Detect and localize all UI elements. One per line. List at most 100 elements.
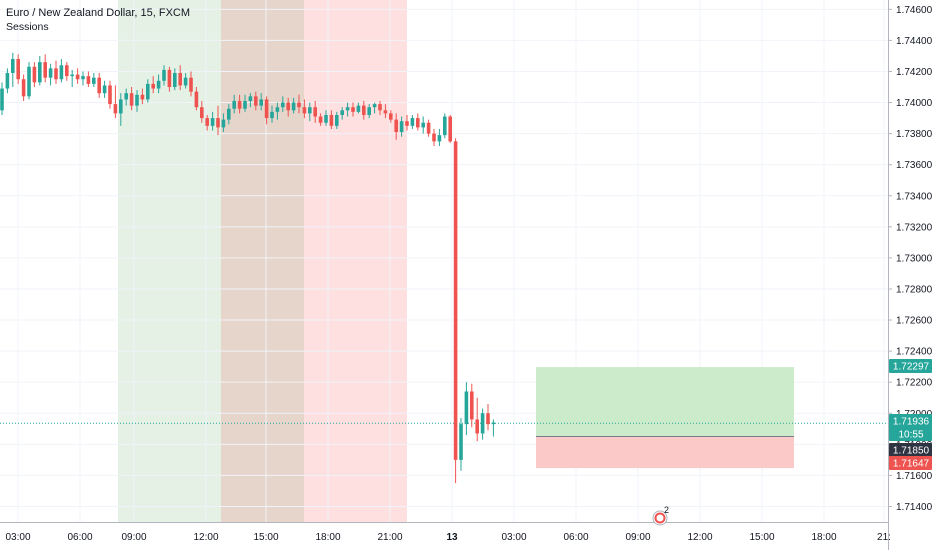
- candle-body[interactable]: [232, 100, 236, 109]
- candle-body[interactable]: [356, 105, 361, 112]
- candle-body[interactable]: [210, 118, 215, 126]
- candle-body[interactable]: [65, 65, 69, 77]
- candle-body[interactable]: [410, 118, 415, 126]
- candle-body[interactable]: [173, 73, 177, 87]
- candle-body[interactable]: [75, 74, 80, 80]
- candle-body[interactable]: [0, 88, 4, 111]
- candle-body[interactable]: [124, 93, 128, 100]
- candle-body[interactable]: [129, 93, 134, 106]
- candle-body[interactable]: [146, 83, 150, 100]
- candle-body[interactable]: [227, 108, 231, 120]
- candle-body[interactable]: [367, 107, 371, 115]
- candle-body[interactable]: [59, 65, 64, 80]
- candle-body[interactable]: [221, 119, 226, 128]
- candle-body[interactable]: [448, 116, 452, 142]
- candle-body[interactable]: [119, 99, 123, 114]
- candle-body[interactable]: [324, 114, 328, 123]
- candle-body[interactable]: [432, 133, 436, 142]
- candle-body[interactable]: [335, 114, 339, 126]
- candle-body[interactable]: [70, 74, 74, 77]
- candle-body[interactable]: [416, 118, 420, 128]
- candle-body[interactable]: [281, 102, 285, 108]
- candle-body[interactable]: [340, 110, 344, 115]
- candle-body[interactable]: [372, 104, 377, 108]
- price-tag[interactable]: [889, 456, 932, 470]
- candle-body[interactable]: [491, 422, 496, 425]
- candle-body[interactable]: [254, 96, 258, 106]
- candle-body[interactable]: [200, 107, 204, 119]
- candle-body[interactable]: [43, 62, 47, 78]
- candle-body[interactable]: [437, 135, 442, 142]
- sessions-indicator-label[interactable]: Sessions: [6, 21, 49, 33]
- candle-body[interactable]: [389, 113, 393, 120]
- candle-body[interactable]: [48, 68, 53, 78]
- candle-body[interactable]: [32, 66, 37, 83]
- candle-body[interactable]: [113, 104, 118, 114]
- candle-body[interactable]: [313, 107, 317, 117]
- candle-body[interactable]: [156, 80, 161, 89]
- candle-body[interactable]: [302, 107, 307, 114]
- candle-body[interactable]: [459, 424, 463, 460]
- candle-body[interactable]: [183, 77, 188, 86]
- candle-body[interactable]: [216, 118, 220, 128]
- candle-body[interactable]: [167, 69, 172, 87]
- candle-body[interactable]: [178, 73, 182, 86]
- candle-body[interactable]: [399, 121, 404, 133]
- candle-body[interactable]: [297, 102, 301, 108]
- candle-body[interactable]: [453, 141, 458, 460]
- candle-body[interactable]: [194, 91, 199, 108]
- candle-body[interactable]: [5, 73, 10, 89]
- candle-body[interactable]: [38, 62, 42, 83]
- symbol-title[interactable]: Euro / New Zealand Dollar, 15, FXCM: [6, 7, 191, 19]
- position-stop-zone[interactable]: [536, 436, 794, 469]
- candle-body[interactable]: [405, 121, 409, 126]
- candle-body[interactable]: [162, 69, 166, 81]
- candle-body[interactable]: [426, 122, 431, 134]
- candle-body[interactable]: [291, 102, 296, 111]
- candle-body[interactable]: [135, 94, 139, 106]
- candle-body[interactable]: [443, 116, 447, 136]
- candle-body[interactable]: [345, 107, 350, 111]
- candle-body[interactable]: [480, 413, 485, 434]
- candle-body[interactable]: [21, 79, 26, 97]
- candle-body[interactable]: [16, 59, 20, 80]
- price-tag[interactable]: [889, 414, 932, 428]
- candle-body[interactable]: [464, 391, 469, 425]
- candle-body[interactable]: [475, 419, 479, 434]
- price-tag[interactable]: [889, 359, 932, 373]
- candle-body[interactable]: [151, 83, 155, 89]
- candle-body[interactable]: [286, 102, 290, 111]
- candle-body[interactable]: [275, 107, 280, 112]
- candle-body[interactable]: [264, 99, 269, 119]
- candle-body[interactable]: [27, 66, 31, 97]
- candle-body[interactable]: [470, 391, 474, 420]
- candle-body[interactable]: [394, 119, 398, 133]
- candle-body[interactable]: [318, 116, 323, 123]
- candle-body[interactable]: [486, 413, 490, 425]
- candle-body[interactable]: [237, 100, 242, 109]
- candle-body[interactable]: [54, 68, 58, 80]
- candle-body[interactable]: [205, 118, 209, 126]
- candle-body[interactable]: [189, 77, 193, 92]
- candle-body[interactable]: [351, 107, 355, 112]
- candle-body[interactable]: [92, 77, 96, 84]
- candle-body[interactable]: [308, 107, 312, 114]
- candle-body[interactable]: [378, 104, 382, 111]
- candle-body[interactable]: [102, 85, 107, 94]
- position-profit-zone[interactable]: [536, 367, 794, 437]
- candle-body[interactable]: [97, 77, 101, 94]
- candle-body[interactable]: [108, 85, 112, 105]
- candle-body[interactable]: [421, 122, 425, 128]
- candle-body[interactable]: [329, 114, 334, 126]
- candle-body[interactable]: [259, 99, 263, 106]
- candle-body[interactable]: [140, 94, 145, 100]
- candle-body[interactable]: [270, 111, 274, 119]
- price-tag[interactable]: [889, 427, 932, 441]
- candle-body[interactable]: [383, 110, 388, 114]
- candle-body[interactable]: [362, 105, 366, 115]
- price-tag[interactable]: [889, 443, 932, 457]
- candle-body[interactable]: [81, 76, 85, 80]
- candle-body[interactable]: [248, 96, 253, 101]
- candle-body[interactable]: [243, 100, 247, 109]
